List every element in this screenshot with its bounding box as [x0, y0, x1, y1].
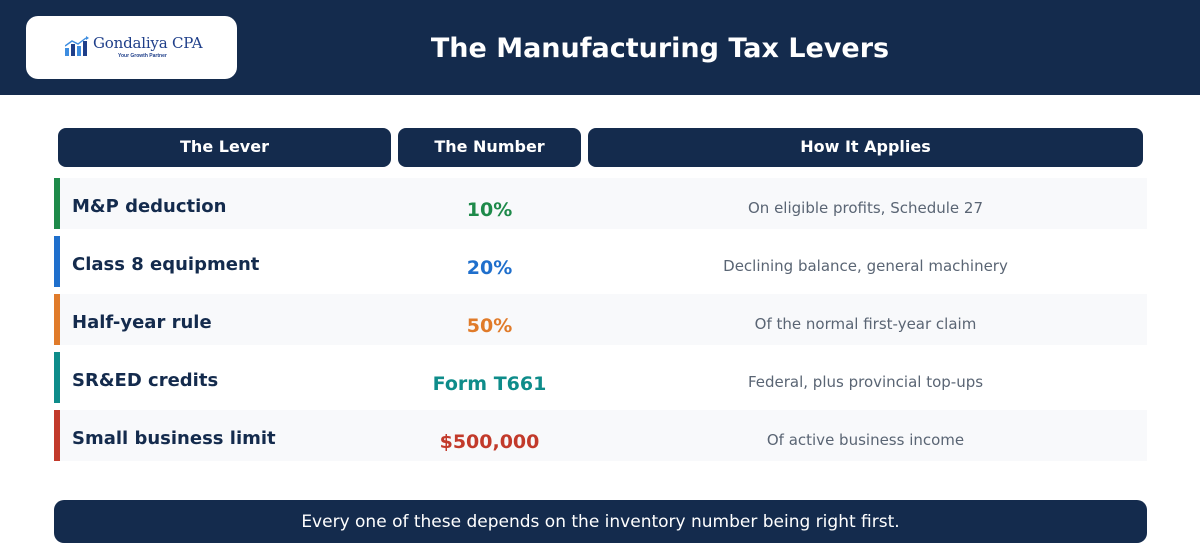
lever-label: SR&ED credits	[72, 370, 219, 391]
lever-label: Small business limit	[72, 428, 276, 449]
logo: Gondaliya CPA Your Growth Partner	[26, 16, 237, 79]
lever-applies: Of the normal first-year claim	[754, 315, 977, 333]
table-row-small-business: Small business limit $500,000 Of active …	[54, 410, 1147, 461]
lever-label: Class 8 equipment	[72, 254, 260, 275]
table-row-sred: SR&ED credits Form T661 Federal, plus pr…	[54, 352, 1147, 403]
logo-name: Gondaliya CPA	[93, 34, 203, 52]
row-accent-bar	[54, 178, 60, 229]
header-bar: Gondaliya CPA Your Growth Partner The Ma…	[0, 0, 1200, 95]
footer-banner: Every one of these depends on the invent…	[54, 500, 1147, 543]
logo-tagline: Your Growth Partner	[118, 53, 167, 59]
lever-label: M&P deduction	[72, 196, 227, 217]
column-header-applies: How It Applies	[588, 128, 1143, 167]
table-row-mp-deduction: M&P deduction 10% On eligible profits, S…	[54, 178, 1147, 229]
page-title: The Manufacturing Tax Levers	[430, 33, 890, 64]
row-accent-bar	[54, 294, 60, 345]
lever-applies: On eligible profits, Schedule 27	[747, 199, 984, 217]
lever-applies: Declining balance, general machinery	[723, 257, 1008, 275]
lever-number: $500,000	[439, 431, 540, 453]
lever-number: 20%	[466, 257, 513, 279]
bar-chart-logo-icon	[65, 36, 89, 56]
row-accent-bar	[54, 410, 60, 461]
row-accent-bar	[54, 236, 60, 287]
lever-applies: Federal, plus provincial top-ups	[747, 373, 984, 391]
column-header-number: The Number	[398, 128, 581, 167]
lever-number: 10%	[466, 199, 513, 221]
row-accent-bar	[54, 352, 60, 403]
lever-label: Half-year rule	[72, 312, 212, 333]
column-header-lever: The Lever	[58, 128, 391, 167]
lever-number: Form T661	[432, 373, 547, 395]
table-row-half-year: Half-year rule 50% Of the normal first-y…	[54, 294, 1147, 345]
lever-applies: Of active business income	[766, 431, 965, 449]
lever-number: 50%	[466, 315, 513, 337]
table-row-class-8: Class 8 equipment 20% Declining balance,…	[54, 236, 1147, 287]
